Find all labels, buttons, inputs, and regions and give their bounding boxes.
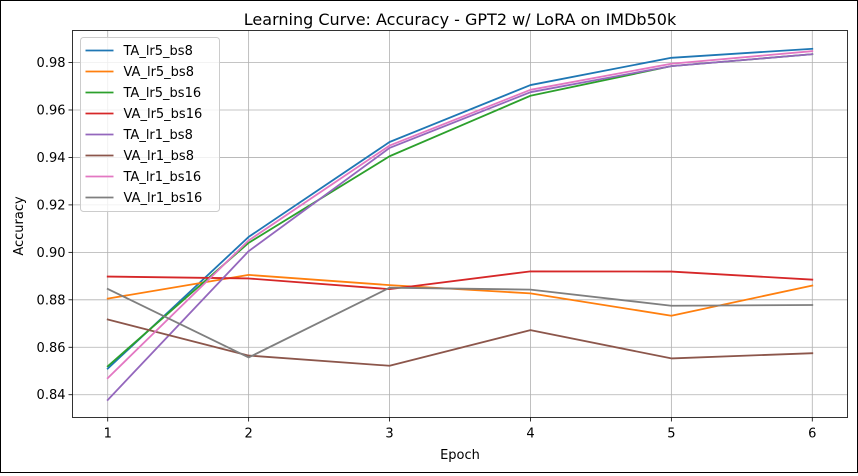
- series-line-ta-lr5-bs8: [106, 47, 814, 370]
- legend-entry-label: TA_lr5_bs8: [123, 44, 193, 59]
- y-tick-label: 0.94: [37, 151, 66, 166]
- series-line-va-lr1-bs16: [106, 286, 814, 359]
- y-tick-label: 0.84: [37, 388, 66, 403]
- x-tick-label: 5: [667, 427, 675, 442]
- legend-entry-label: VA_lr1_bs16: [124, 191, 203, 206]
- legend-entry-label: TA_lr1_bs8: [123, 128, 193, 143]
- series-line-ta-lr1-bs16: [106, 50, 814, 380]
- y-tick-label: 0.96: [37, 103, 66, 118]
- series-line-va-lr5-bs16: [106, 270, 814, 291]
- x-tick-label: 1: [104, 427, 112, 442]
- legend: TA_lr5_bs8 VA_lr5_bs8 TA_lr5_bs16 VA_lr5_bs…: [80, 37, 220, 212]
- series-line-ta-lr1-bs8: [106, 53, 814, 402]
- legend-box: [80, 37, 220, 212]
- plot-area-frame: [72, 30, 848, 418]
- legend-entry-label: TA_lr5_bs16: [123, 86, 202, 101]
- chart-title: Learning Curve: Accuracy - GPT2 w/ LoRA …: [244, 10, 677, 29]
- legend-entry-label: VA_lr5_bs8: [124, 65, 194, 80]
- y-tick-label: 0.98: [37, 56, 66, 71]
- x-tick-label: 2: [244, 427, 252, 442]
- legend-entry-label: VA_lr1_bs8: [124, 149, 194, 164]
- x-tick-label: 6: [808, 427, 816, 442]
- y-axis-label: Accuracy: [12, 196, 27, 256]
- y-tick-label: 0.90: [37, 246, 66, 261]
- y-tick-label: 0.88: [37, 293, 66, 308]
- legend-entry-label: VA_lr5_bs16: [124, 107, 203, 122]
- y-tick-label: 0.92: [37, 198, 66, 213]
- x-tick-label: 4: [526, 427, 534, 442]
- legend-entry-label: TA_lr1_bs16: [123, 170, 202, 185]
- x-axis-label: Epoch: [440, 448, 480, 463]
- x-tick-label: 3: [385, 427, 393, 442]
- series-line-va-lr1-bs8: [106, 318, 814, 367]
- y-tick-label: 0.86: [37, 341, 66, 356]
